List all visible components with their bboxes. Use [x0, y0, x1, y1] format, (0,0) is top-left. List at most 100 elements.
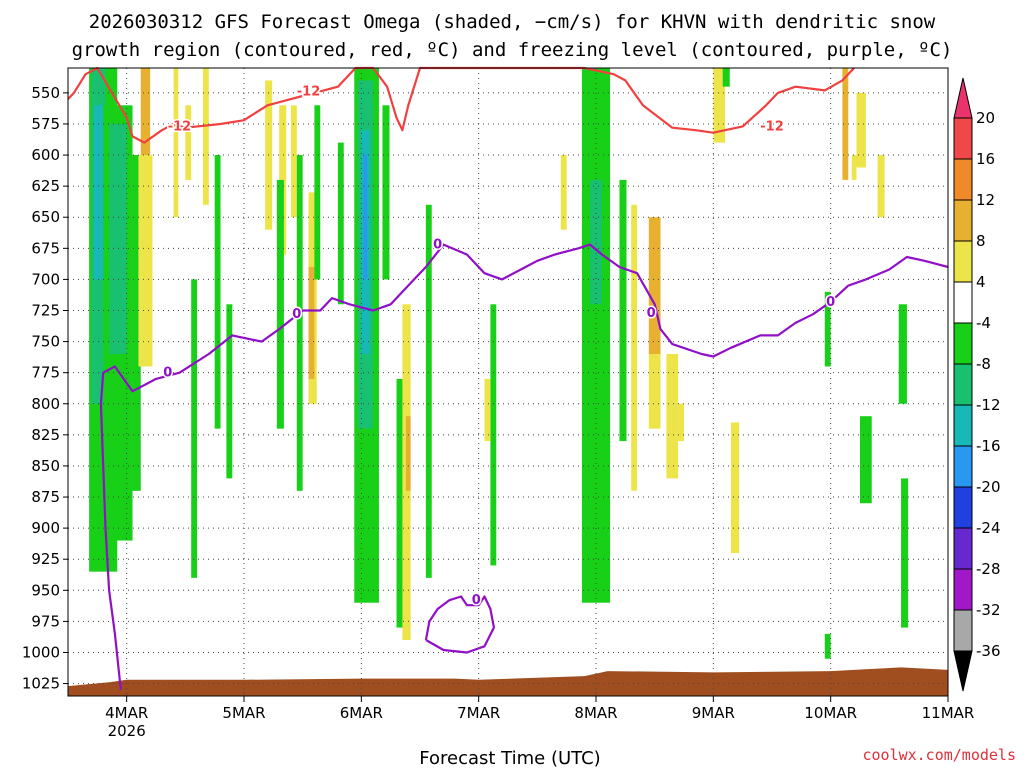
colorbar-swatch: [953, 486, 973, 529]
colorbar-tick-label: 16: [976, 150, 995, 168]
y-tick-label: 675: [31, 239, 60, 257]
freezing-contour-layer: 0 0 0 0 0 0: [99, 236, 949, 690]
y-tick-label: 600: [31, 146, 60, 164]
colorbar-tick-label: -32: [976, 601, 1001, 619]
omega-cell: [363, 155, 368, 280]
y-tick-label: 700: [31, 270, 60, 288]
y-tick-label: 875: [31, 488, 60, 506]
freezing-level-label: 0: [472, 593, 481, 608]
colorbar-bottom-arrow: [953, 650, 973, 692]
y-tick-label: 550: [31, 84, 60, 102]
colorbar-swatch: [953, 199, 973, 242]
omega-cell: [185, 105, 192, 180]
chart-title-line-2: growth region (contoured, red, ºC) and f…: [72, 39, 953, 61]
x-tick-label: 4MAR: [105, 704, 148, 722]
colorbar-tick-label: -4: [976, 314, 991, 332]
omega-cell: [296, 155, 303, 491]
omega-cell: [619, 179, 627, 442]
colorbar-swatch: [953, 527, 973, 570]
omega-cell: [713, 68, 726, 143]
omega-cell: [314, 105, 321, 280]
y-tick-label: 1025: [22, 675, 60, 693]
y-tick-label: 850: [31, 457, 60, 475]
y-tick-label: 750: [31, 333, 60, 351]
colorbar-swatch: [953, 158, 973, 201]
omega-cell: [382, 105, 390, 280]
freezing-level-label: 0: [647, 306, 656, 321]
colorbar-tick-label: 8: [976, 232, 986, 250]
omega-cell: [631, 204, 638, 491]
omega-cell: [140, 68, 151, 156]
colorbar-tick-label: -20: [976, 478, 1001, 496]
dendritic-contour-layer: -12 -12 -12: [67, 66, 855, 144]
terrain-layer: [68, 667, 948, 696]
omega-cell: [824, 633, 831, 659]
dendritic-contour-label: -12: [297, 85, 321, 100]
omega-cell: [405, 416, 411, 491]
x-tick-label: 10MAR: [804, 704, 857, 722]
y-tick-label: 575: [31, 115, 60, 133]
omega-cell: [730, 422, 740, 553]
omega-cell: [202, 68, 209, 205]
omega-cell: [901, 478, 909, 628]
colorbar-tick-label: -24: [976, 519, 1001, 537]
colorbar-swatch: [953, 240, 973, 283]
colorbar-swatch: [953, 322, 973, 365]
x-tick-label: 8MAR: [574, 704, 617, 722]
plot-frame: [67, 67, 949, 697]
dendritic-contour-label: -12: [760, 119, 784, 134]
colorbar-swatch: [953, 404, 973, 447]
y-tick-label: 625: [31, 177, 60, 195]
omega-cell: [860, 416, 872, 504]
freezing-level-loop: [424, 595, 495, 654]
x-tick-label: 9MAR: [692, 704, 735, 722]
omega-cell: [337, 142, 344, 305]
omega-cell: [824, 291, 831, 367]
colorbar-swatch: [953, 117, 973, 160]
freezing-level-label: 0: [826, 295, 835, 310]
omega-cell: [590, 179, 602, 305]
x-tick-label: 11MAR: [922, 704, 975, 722]
y-tick-label: 650: [31, 208, 60, 226]
freezing-level-line: [99, 243, 949, 690]
y-tick-label: 800: [31, 395, 60, 413]
omega-cell: [173, 68, 179, 218]
dendritic-contour-label: -12: [168, 119, 192, 134]
omega-cell: [856, 92, 866, 168]
freezing-level-label: 0: [163, 366, 172, 381]
x-axis-title: Forecast Time (UTC): [419, 748, 600, 768]
dendritic-contour-line: [67, 66, 855, 144]
freezing-level-label: 0: [433, 238, 442, 253]
omega-cell: [678, 403, 684, 442]
colorbar-swatch: [953, 445, 973, 488]
omega-cell: [877, 155, 885, 218]
colorbar-swatch: [953, 609, 973, 652]
omega-shading: [89, 68, 909, 659]
grid-layer: [68, 68, 949, 696]
x-tick-label: 5MAR: [222, 704, 265, 722]
colorbar-tick-label: -36: [976, 642, 1001, 660]
y-tick-label: 725: [31, 301, 60, 319]
colorbar-swatch: [953, 281, 973, 324]
omega-cell: [560, 155, 567, 230]
chart-title-line-1: 2026030312 GFS Forecast Omega (shaded, −…: [89, 11, 936, 33]
omega-cell: [109, 123, 127, 355]
freezing-level-label: 0: [292, 307, 301, 322]
credit-link[interactable]: coolwx.com/models: [862, 746, 1016, 764]
omega-cell: [648, 217, 661, 355]
y-axis: 550 575 600 625 650 675 700 725 750 775 800 825 850 8…: [22, 84, 68, 693]
colorbar-tick-label: -8: [976, 355, 991, 373]
omega-cell: [214, 155, 221, 429]
colorbar-tick-label: 20: [976, 109, 995, 127]
omega-cell: [425, 204, 432, 578]
omega-cell: [396, 378, 404, 628]
omega-cell: [484, 378, 491, 442]
omega-cell: [842, 68, 849, 180]
y-tick-label: 925: [31, 550, 60, 568]
omega-cell: [191, 279, 198, 578]
omega-cell: [93, 105, 104, 280]
colorbar-tick-label: 12: [976, 191, 995, 209]
